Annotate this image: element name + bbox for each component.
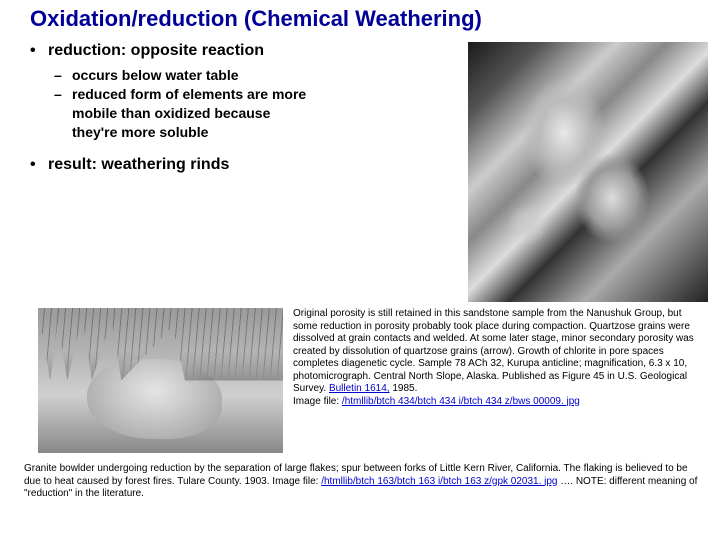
bulletin-year: 1985.	[390, 383, 418, 394]
sub-bullet-2: reduced form of elements are more mobile…	[54, 85, 314, 142]
granite-boulder-image	[38, 308, 283, 453]
sub-bullet-1: occurs below water table	[54, 66, 314, 85]
lower-row: Original porosity is still retained in t…	[12, 308, 708, 453]
bulletin-link[interactable]: Bulletin 1614,	[329, 383, 390, 394]
page-title: Oxidation/reduction (Chemical Weathering…	[12, 6, 708, 32]
sandstone-photomicrograph-image	[468, 42, 708, 302]
left-column: reduction: opposite reaction occurs belo…	[12, 42, 460, 302]
granite-caption: Granite bowlder undergoing reduction by …	[12, 463, 708, 501]
image-file-label: Image file:	[293, 396, 342, 407]
image-file-link[interactable]: /htmllib/btch 434/btch 434 i/btch 434 z/…	[342, 396, 580, 407]
bullet-reduction: reduction: opposite reaction	[30, 42, 460, 60]
bullet-result: result: weathering rinds	[30, 156, 460, 174]
caption-text: Original porosity is still retained in t…	[293, 308, 694, 394]
sandstone-caption: Original porosity is still retained in t…	[293, 308, 708, 408]
bottom-image-file-link[interactable]: /htmllib/btch 163/btch 163 i/btch 163 z/…	[321, 476, 557, 487]
main-row: reduction: opposite reaction occurs belo…	[12, 42, 708, 302]
